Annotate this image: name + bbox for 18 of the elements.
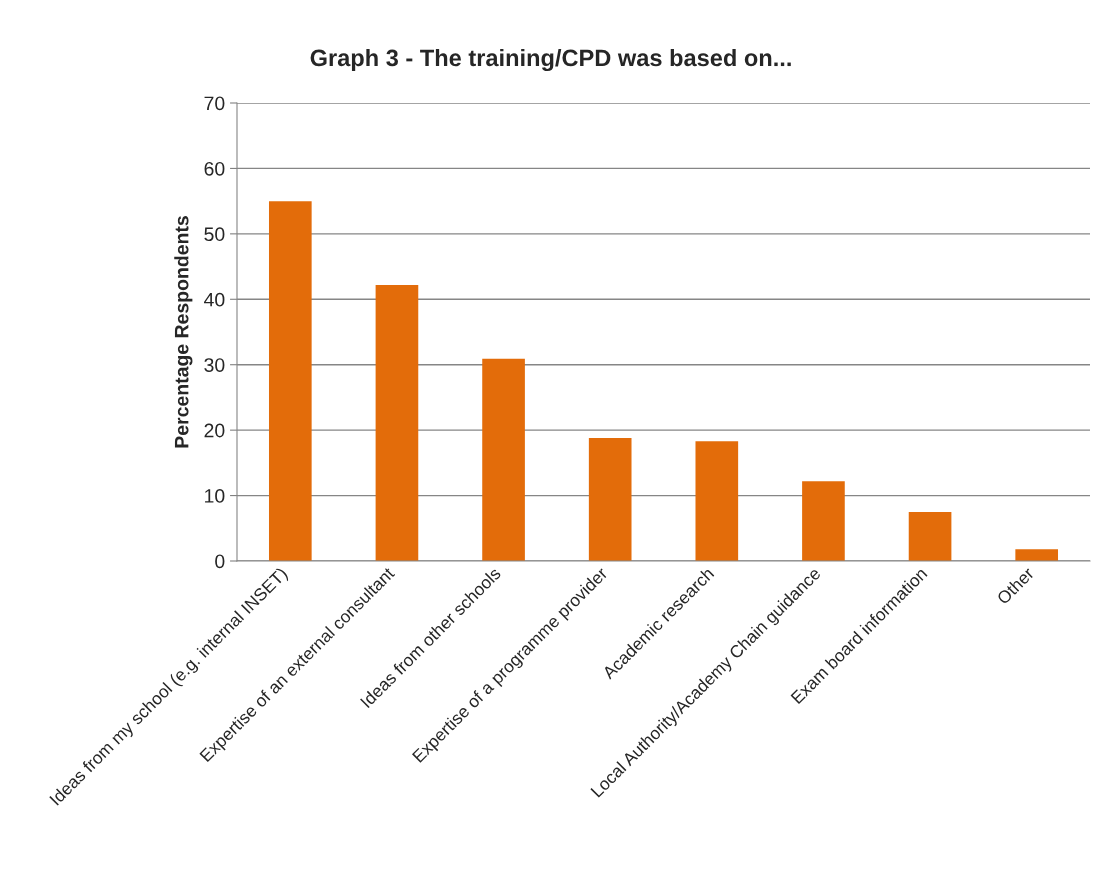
chart-title: Graph 3 - The training/CPD was based on...	[310, 48, 791, 72]
bar	[1015, 549, 1059, 561]
bar	[908, 511, 952, 561]
y-axis-title: Percentage Respondents	[174, 216, 193, 448]
bar	[802, 481, 845, 561]
y-tick-label: 40	[204, 292, 225, 307]
y-tick-label: 20	[204, 423, 225, 438]
bar	[482, 358, 525, 561]
y-tick-label: 10	[205, 489, 225, 503]
y-tick-label: 30	[204, 358, 225, 372]
bar	[375, 284, 419, 561]
y-tick-label: 70	[204, 96, 225, 111]
bar	[695, 441, 739, 561]
bar	[268, 201, 312, 561]
y-tick-label: 50	[204, 227, 225, 242]
y-tick-label: 0	[215, 554, 225, 569]
bar	[588, 437, 632, 561]
y-tick-label: 60	[204, 161, 225, 176]
